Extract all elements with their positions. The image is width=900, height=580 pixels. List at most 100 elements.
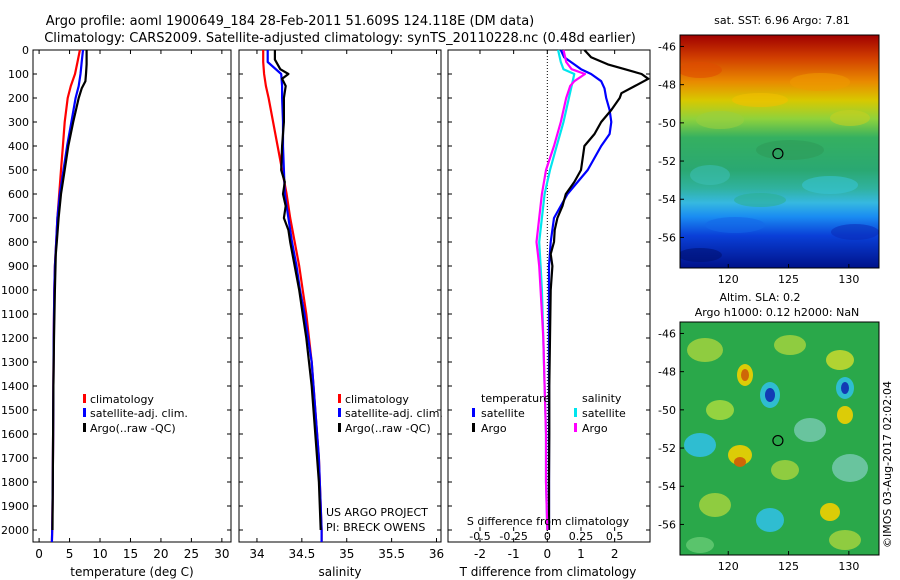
temperature-x-axis: 0 5 10 15 20 25 30: [35, 50, 230, 561]
sla-lon-axis: 120 125 130: [718, 551, 859, 573]
x-tick-label: 35: [339, 547, 354, 561]
x-tick-label: 25: [184, 547, 199, 561]
temperature-legend: climatology satellite-adj. clim. Argo(..…: [83, 393, 188, 435]
temperature-axes-frame: [32, 49, 232, 543]
lat-tick-label: -52: [658, 155, 676, 168]
salinity-legend: climatology satellite-adj. clim. Argo(..…: [338, 393, 443, 435]
header-line-1: Argo profile: aoml 1900649_184 28-Feb-20…: [46, 14, 535, 29]
lat-tick-label: -50: [658, 117, 676, 130]
depth-tick-label: 1600: [1, 428, 29, 441]
lat-tick-label: -56: [658, 518, 676, 531]
t-difference-x-axis: -2 -1 0 1 2: [474, 50, 618, 561]
depth-tick-label: 1700: [1, 452, 29, 465]
depth-tick-label: 1500: [1, 404, 29, 417]
salinity-axes-frame: [238, 49, 442, 543]
depth-axis: 0 100 200 300 400 500 600 700 800 900 1000 1100 1200…: [1, 44, 231, 537]
depth-tick-label: 600: [8, 188, 29, 201]
legend-heading-salinity: salinity: [582, 392, 622, 405]
lat-tick-label: -54: [658, 193, 676, 206]
difference-series: [535, 49, 650, 531]
float-position-marker: [772, 434, 784, 447]
lat-tick-label: -48: [658, 366, 676, 379]
depth-tick-label: 700: [8, 212, 29, 225]
x-tick-label: 35.5: [378, 547, 405, 561]
depth-tick-label: 1000: [1, 284, 29, 297]
difference-line-temp_argo: [547, 49, 650, 530]
depth-tick-label: 1100: [1, 308, 29, 321]
legend-heading-temperature: temperature: [481, 392, 550, 405]
legend-swatch-argo: [338, 423, 341, 432]
header-line-2: Climatology: CARS2009. Satellite-adjuste…: [44, 31, 636, 46]
difference-line-sal_argo: [535, 49, 587, 531]
lat-tick-label: -56: [658, 231, 676, 244]
x-tick-label: 15: [123, 547, 138, 561]
lat-tick-label: -48: [658, 79, 676, 92]
sla-map-title-1: Altim. SLA: 0.2: [719, 291, 800, 304]
depth-tick-label: 1900: [1, 500, 29, 513]
sst-map: sat. SST: 6.96 Argo: 7.81: [658, 14, 880, 286]
depth-tick-label: 500: [8, 164, 29, 177]
s-tick-label: -0.25: [499, 530, 527, 543]
sla-map: Altim. SLA: 0.2 Argo h1000: 0.12 h2000: …: [658, 291, 880, 573]
salinity-panel: 34 34.5 35 35.5 36 salinity climatology sate…: [238, 49, 444, 579]
x-tick-label: 34.5: [288, 547, 315, 561]
legend-label-sal-satellite: satellite: [582, 407, 626, 420]
legend-label-sal-argo: Argo: [582, 422, 608, 435]
legend-swatch-satellite: [338, 408, 341, 417]
lon-tick-label: 130: [838, 560, 859, 573]
x-tick-label: 36: [429, 547, 444, 561]
t-difference-xlabel: T difference from climatology: [459, 565, 637, 579]
salinity-line-argo: [273, 50, 322, 531]
legend-label-temp-argo: Argo: [481, 422, 507, 435]
depth-tick-label: 800: [8, 236, 29, 249]
depth-tick-label: 100: [8, 68, 29, 81]
lat-tick-label: -46: [658, 40, 676, 53]
imos-timestamp: ©IMOS 03-Aug-2017 02:02:04: [881, 381, 894, 548]
credit-project: US ARGO PROJECT: [326, 506, 428, 519]
lon-tick-label: 120: [718, 560, 739, 573]
lon-tick-label: 125: [778, 560, 799, 573]
depth-tick-label: 1300: [1, 356, 29, 369]
salinity-x-axis: 34 34.5 35 35.5 36: [249, 50, 444, 561]
temperature-series: [50, 49, 88, 543]
lat-tick-label: -54: [658, 480, 676, 493]
s-tick-label: 0: [544, 530, 551, 543]
sst-lat-axis: -46 -48 -50 -52 -54 -56: [658, 40, 684, 244]
legend-swatch-climatology: [83, 394, 86, 403]
legend-label-temp-satellite: satellite: [481, 407, 525, 420]
s-tick-label: 0.5: [606, 530, 624, 543]
legend-swatch-climatology: [338, 394, 341, 403]
depth-tick-label: 400: [8, 140, 29, 153]
temperature-panel: 0100200300400500600700800900100011001200…: [1, 44, 232, 579]
legend-label-argo: Argo(..raw -QC): [345, 422, 431, 435]
depth-tick-label: 0: [22, 44, 29, 57]
x-tick-label: 0: [35, 547, 43, 561]
x-tick-label: 1: [577, 547, 585, 561]
difference-panel: -2 -1 0 1 2 -0.5 -0.25 0 0.25 0.5 S difference f…: [447, 49, 651, 579]
legend-label-climatology: climatology: [345, 393, 409, 406]
legend-label-argo: Argo(..raw -QC): [90, 422, 176, 435]
depth-tick-label: 1200: [1, 332, 29, 345]
sst-map-title: sat. SST: 6.96 Argo: 7.81: [714, 14, 850, 27]
depth-tick-label: 900: [8, 260, 29, 273]
x-tick-label: -1: [508, 547, 520, 561]
difference-legend: temperature salinity satellite Argo sate…: [472, 392, 626, 435]
x-tick-label: 34: [249, 547, 264, 561]
x-tick-label: 2: [611, 547, 619, 561]
temperature-xlabel: temperature (deg C): [70, 565, 193, 579]
lon-tick-label: 130: [838, 273, 859, 286]
lat-tick-label: -50: [658, 404, 676, 417]
lat-tick-label: -46: [658, 327, 676, 340]
depth-tick-label: 300: [8, 116, 29, 129]
legend-swatch-sal-satellite: [574, 408, 577, 417]
x-tick-label: 30: [214, 547, 229, 561]
legend-swatch-sal-argo: [574, 423, 577, 432]
s-tick-label: -0.5: [469, 530, 490, 543]
float-position-marker: [772, 147, 784, 160]
legend-label-satellite: satellite-adj. clim.: [345, 407, 443, 420]
depth-tick-label: 200: [8, 92, 29, 105]
legend-swatch-temp-satellite: [472, 408, 475, 417]
sla-lat-axis: -46 -48 -50 -52 -54 -56: [658, 327, 684, 531]
salinity-series: [262, 50, 323, 542]
